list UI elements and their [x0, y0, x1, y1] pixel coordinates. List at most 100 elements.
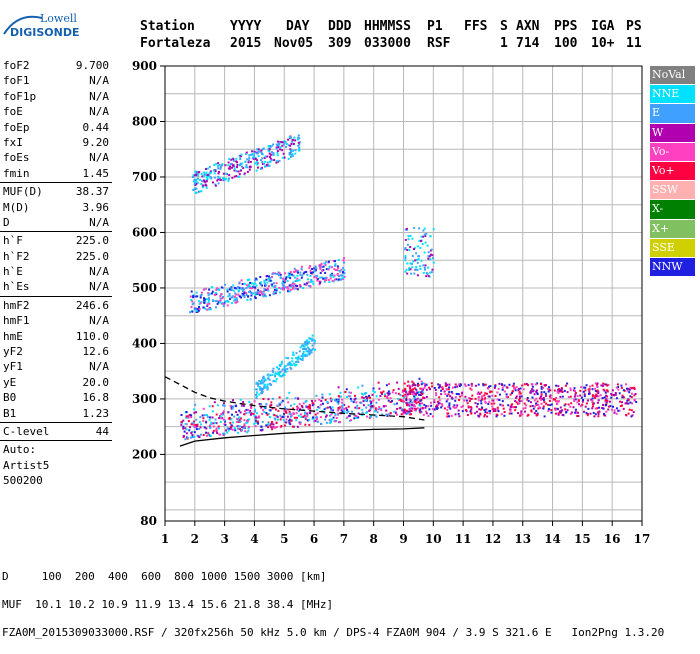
- echo-point: [237, 431, 240, 434]
- echo-point: [605, 401, 608, 404]
- echo-point: [512, 384, 515, 387]
- echo-point: [615, 386, 618, 389]
- echo-point: [613, 411, 616, 414]
- echo-point: [438, 384, 441, 387]
- echo-point: [454, 383, 457, 386]
- echo-point: [222, 410, 225, 413]
- echo-point: [195, 428, 198, 431]
- echo-point: [441, 405, 444, 407]
- param-name: foF1p: [3, 89, 37, 103]
- echo-point: [416, 268, 419, 271]
- echo-point: [282, 280, 285, 283]
- echo-point: [417, 401, 420, 403]
- echo-point: [459, 395, 462, 398]
- echo-point: [414, 405, 416, 408]
- echo-point: [253, 154, 256, 157]
- echo-point: [303, 271, 306, 274]
- echo-point: [269, 424, 272, 427]
- echo-point: [505, 395, 508, 398]
- echo-point: [222, 305, 225, 308]
- echo-point: [289, 289, 292, 292]
- echo-point: [380, 409, 383, 412]
- echo-point: [533, 412, 536, 415]
- echo-point: [195, 182, 198, 185]
- echo-points: [180, 134, 638, 441]
- echo-point: [527, 400, 530, 402]
- echo-point: [484, 413, 486, 416]
- echo-point: [254, 291, 257, 294]
- echo-point: [266, 387, 269, 390]
- echo-point: [626, 389, 629, 392]
- echo-point: [343, 275, 346, 278]
- echo-point: [330, 400, 333, 403]
- echo-point: [510, 404, 513, 407]
- echo-point: [219, 297, 222, 300]
- echo-point: [589, 412, 592, 415]
- echo-point: [520, 412, 523, 414]
- echo-point: [200, 433, 202, 436]
- echo-point: [247, 427, 250, 430]
- echo-point: [190, 298, 193, 301]
- echo-point: [615, 412, 618, 415]
- echo-point: [242, 401, 245, 403]
- echo-point: [293, 267, 296, 270]
- echo-point: [337, 258, 340, 261]
- echo-point: [304, 354, 307, 357]
- echo-point: [470, 384, 473, 387]
- echo-point: [224, 283, 227, 286]
- echo-point: [420, 235, 423, 238]
- echo-point: [304, 411, 307, 414]
- echo-point: [215, 162, 218, 165]
- echo-point: [547, 403, 550, 406]
- echo-point: [437, 403, 440, 406]
- echo-point: [225, 300, 228, 303]
- echo-point: [403, 390, 406, 392]
- echo-point: [292, 284, 294, 287]
- echo-point: [254, 151, 257, 154]
- echo-point: [410, 410, 413, 412]
- echo-point: [278, 372, 281, 375]
- echo-point: [405, 409, 408, 412]
- echo-point: [402, 410, 405, 413]
- echo-point: [274, 292, 277, 295]
- echo-point: [527, 413, 530, 416]
- echo-point: [481, 407, 484, 410]
- echo-point: [194, 191, 197, 194]
- echo-point: [257, 166, 259, 169]
- echo-point: [333, 268, 336, 271]
- header-value-5: RSF: [427, 36, 451, 51]
- echo-point: [248, 290, 251, 293]
- echo-point: [501, 400, 504, 403]
- echo-point: [223, 419, 226, 422]
- echo-point: [241, 288, 244, 291]
- echo-point: [243, 172, 246, 175]
- x-tick-label: 10: [425, 532, 442, 546]
- echo-point: [195, 174, 198, 177]
- echo-point: [208, 299, 210, 302]
- echo-point: [407, 401, 410, 404]
- echo-point: [373, 391, 376, 394]
- header-value-0: Fortaleza: [140, 36, 211, 51]
- echo-point: [362, 404, 365, 407]
- echo-point: [420, 380, 423, 383]
- echo-point: [622, 396, 625, 399]
- echo-point: [414, 392, 417, 395]
- echo-point: [477, 383, 480, 386]
- echo-cluster-second-hop: [189, 257, 346, 314]
- echo-point: [389, 401, 392, 403]
- echo-point: [535, 413, 538, 416]
- echo-point: [231, 413, 233, 416]
- echo-point: [283, 409, 286, 412]
- echo-point: [478, 408, 481, 411]
- echo-point: [308, 267, 311, 269]
- echo-point: [606, 400, 609, 402]
- echo-point: [574, 393, 577, 396]
- echo-point: [231, 295, 234, 298]
- echo-point: [250, 407, 253, 410]
- echo-point: [259, 429, 262, 432]
- echo-point: [515, 396, 518, 399]
- echo-point: [281, 374, 284, 377]
- echo-point: [287, 274, 290, 277]
- echo-point: [292, 274, 295, 277]
- echo-point: [550, 411, 553, 414]
